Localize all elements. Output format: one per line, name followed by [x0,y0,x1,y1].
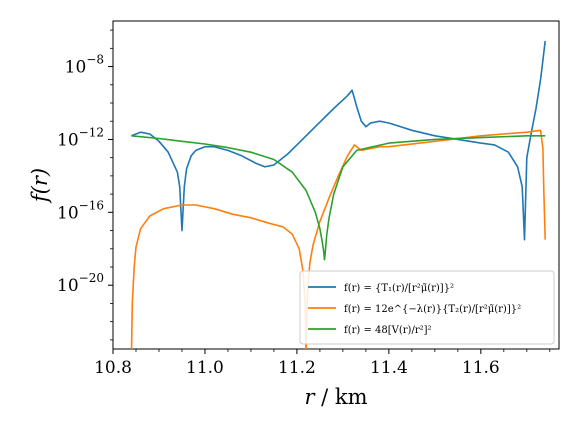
y-tick-label: 10−12 [57,125,104,150]
y-tick-base: 10 [57,203,79,223]
x-tick-label: 11.0 [186,358,224,378]
y-axis-label: f(r) [28,168,52,204]
series-line-1 [131,40,546,241]
y-tick-exponent: −16 [79,198,104,212]
y-tick-label: 10−8 [65,53,104,78]
legend: f(r) = {T₁(r)/[r²μ̃(r)]}² f(r) = 12e^{−λ(… [299,270,555,345]
y-tick-base: 10 [65,58,87,78]
y-tick-exponent: −20 [79,271,104,285]
x-axis-label-var: r [304,385,316,409]
x-tick-label: 10.8 [94,358,132,378]
x-axis-label: r / km [304,385,367,409]
y-tick-base: 10 [57,130,79,150]
legend-entry-label: f(r) = 48[V(r)/r²]² [344,325,432,336]
y-tick-exponent: −12 [79,125,104,139]
legend-entry-label: f(r) = 12e^{−λ(r)}{T₂(r)/[r²μ̃(r)]}² [344,304,521,315]
x-tick-label: 11.6 [462,358,500,378]
series-line-3 [131,135,546,261]
legend-box [299,270,555,345]
plot-area [112,20,560,350]
y-tick-label: 10−20 [57,271,104,296]
y-tick-label: 10−16 [57,198,104,223]
x-tick-label: 11.4 [370,358,408,378]
x-tick-label: 11.2 [278,358,316,378]
y-tick-exponent: −8 [86,53,104,67]
x-axis-label-unit: / km [314,385,367,409]
x-axis: 10.8 11.0 11.2 11.4 11.6 [94,349,551,378]
legend-entry-label: f(r) = {T₁(r)/[r²μ̃(r)]}² [344,283,454,294]
y-tick-base: 10 [57,276,79,296]
